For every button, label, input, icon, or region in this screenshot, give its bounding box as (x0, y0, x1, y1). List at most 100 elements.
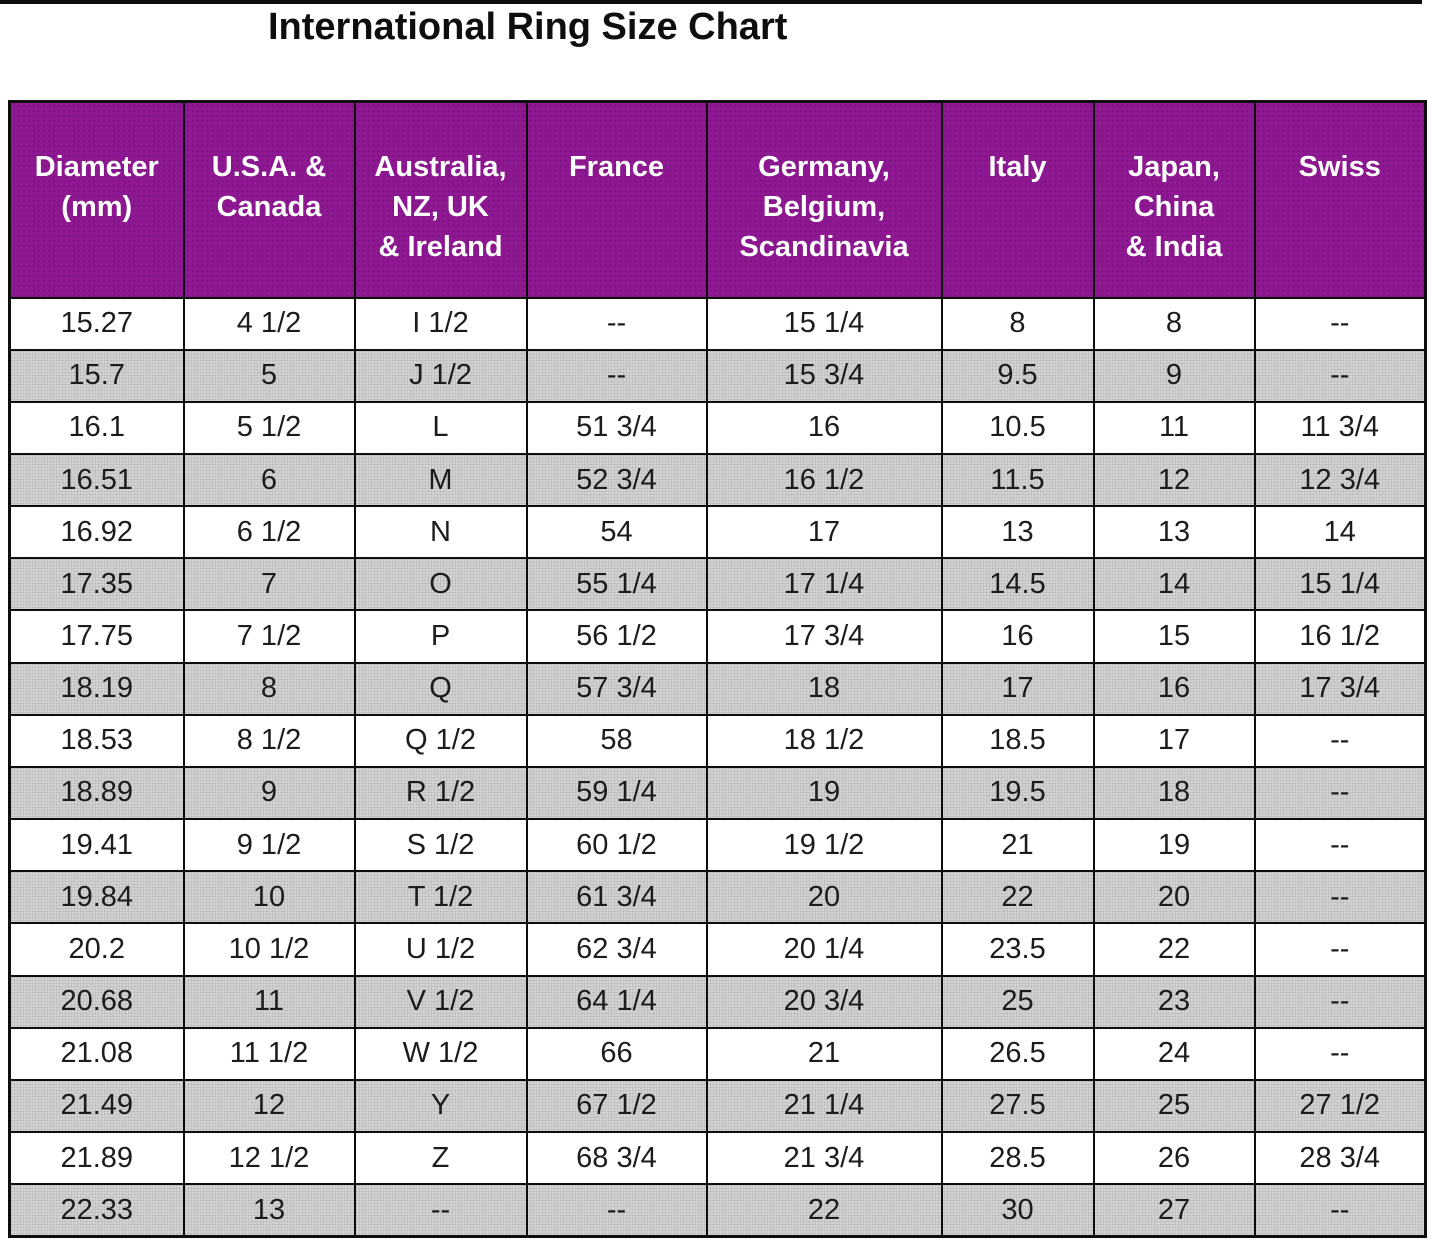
table-cell: 19 1/2 (705, 818, 943, 873)
table-cell: 18.53 (8, 713, 185, 768)
table-row: 16.1 5 1/2 L 51 3/4 16 10.5 11 11 3/4 (8, 400, 1427, 455)
table-row: 19.84 10 T 1/2 61 3/4 20 22 20 -- (8, 870, 1427, 925)
table-cell: 51 3/4 (525, 400, 708, 455)
table-cell: 15.7 (8, 348, 185, 403)
table-cell: 16 (705, 400, 943, 455)
header-cell-swiss: Swiss (1253, 100, 1427, 299)
table-row: 16.92 6 1/2 N 54 17 13 13 14 (8, 505, 1427, 560)
table-cell: 25 (940, 974, 1095, 1029)
table-cell: 9 (182, 765, 356, 821)
table-cell: Y (353, 1078, 528, 1134)
table-cell: 27 1/2 (1253, 1078, 1427, 1134)
table-cell: 11 (1092, 400, 1256, 455)
table-cell: 66 (525, 1026, 708, 1081)
table-cell: 24 (1092, 1026, 1256, 1081)
table-cell: -- (525, 1183, 708, 1238)
table-row: 17.35 7 O 55 1/4 17 1/4 14.5 14 15 1/4 (8, 557, 1427, 612)
table-cell: 16.51 (8, 452, 185, 508)
table-cell: 13 (1092, 505, 1256, 560)
table-cell: 26.5 (940, 1026, 1095, 1081)
table-cell: V 1/2 (353, 974, 528, 1029)
table-cell: 18 (1092, 765, 1256, 821)
table-cell: 14.5 (940, 557, 1095, 612)
table-cell: 21 (940, 818, 1095, 873)
table-cell: 28.5 (940, 1130, 1095, 1186)
table-cell: 10 1/2 (182, 922, 356, 977)
table-cell: 21.89 (8, 1130, 185, 1186)
table-cell: 19.41 (8, 818, 185, 873)
header-cell-italy: Italy (940, 100, 1095, 299)
table-cell: 8 (1092, 296, 1256, 351)
header-cell-australia-nz-uk-ireland: Australia, NZ, UK & Ireland (353, 100, 528, 299)
table-cell: W 1/2 (353, 1026, 528, 1081)
table-row: 20.2 10 1/2 U 1/2 62 3/4 20 1/4 23.5 22 -- (8, 922, 1427, 977)
table-cell: 18.89 (8, 765, 185, 821)
table-cell: 18 (705, 661, 943, 716)
table-cell: 20.68 (8, 974, 185, 1029)
table-cell: -- (1253, 348, 1427, 403)
table-cell: 21 (705, 1026, 943, 1081)
table-cell: M (353, 452, 528, 508)
table-row: 18.89 9 R 1/2 59 1/4 19 19.5 18 -- (8, 765, 1427, 821)
table-cell: N (353, 505, 528, 560)
table-cell: 17 1/4 (705, 557, 943, 612)
table-cell: 7 (182, 557, 356, 612)
table-cell: 16 1/2 (705, 452, 943, 508)
table-cell: 5 1/2 (182, 400, 356, 455)
table-cell: 15 3/4 (705, 348, 943, 403)
table-row: 16.51 6 M 52 3/4 16 1/2 11.5 12 12 3/4 (8, 452, 1427, 508)
table-cell: Q 1/2 (353, 713, 528, 768)
table-cell: 64 1/4 (525, 974, 708, 1029)
table-cell: 8 1/2 (182, 713, 356, 768)
table-cell: -- (1253, 1183, 1427, 1238)
table-cell: 17.75 (8, 609, 185, 664)
table-cell: 20 (705, 870, 943, 925)
table-cell: 13 (940, 505, 1095, 560)
table-cell: 11 (182, 974, 356, 1029)
table-cell: 12 1/2 (182, 1130, 356, 1186)
table-row: 15.7 5 J 1/2 -- 15 3/4 9.5 9 -- (8, 348, 1427, 403)
table-cell: 21.08 (8, 1026, 185, 1081)
table-cell: 9 1/2 (182, 818, 356, 873)
table-cell: T 1/2 (353, 870, 528, 925)
top-border-rule (0, 0, 1422, 4)
table-cell: 14 (1253, 505, 1427, 560)
table-cell: 11 1/2 (182, 1026, 356, 1081)
table-cell: 15 (1092, 609, 1256, 664)
table-cell: 57 3/4 (525, 661, 708, 716)
table-cell: 16.92 (8, 505, 185, 560)
table-cell: 13 (182, 1183, 356, 1238)
table-cell: 56 1/2 (525, 609, 708, 664)
table-row: 21.89 12 1/2 Z 68 3/4 21 3/4 28.5 26 28 3/4 (8, 1130, 1427, 1186)
table-cell: 12 (182, 1078, 356, 1134)
table-cell: 6 1/2 (182, 505, 356, 560)
table-cell: Q (353, 661, 528, 716)
table-cell: 20 1/4 (705, 922, 943, 977)
page-title: International Ring Size Chart (268, 6, 788, 48)
table-row: 19.41 9 1/2 S 1/2 60 1/2 19 1/2 21 19 -- (8, 818, 1427, 873)
table-cell: 61 3/4 (525, 870, 708, 925)
table-cell: 16 (940, 609, 1095, 664)
table-row: 18.19 8 Q 57 3/4 18 17 16 17 3/4 (8, 661, 1427, 716)
table-row: 18.53 8 1/2 Q 1/2 58 18 1/2 18.5 17 -- (8, 713, 1427, 768)
table-row: 17.75 7 1/2 P 56 1/2 17 3/4 16 15 16 1/2 (8, 609, 1427, 664)
ring-size-table: Diameter (mm) U.S.A. & Canada Australia, NZ, … (8, 100, 1427, 1238)
table-cell: 20 (1092, 870, 1256, 925)
table-cell: -- (353, 1183, 528, 1238)
table-row: 21.49 12 Y 67 1/2 21 1/4 27.5 25 27 1/2 (8, 1078, 1427, 1134)
table-cell: 68 3/4 (525, 1130, 708, 1186)
table-cell: 11 3/4 (1253, 400, 1427, 455)
table-cell: 17 (940, 661, 1095, 716)
table-cell: 6 (182, 452, 356, 508)
table-cell: 18.19 (8, 661, 185, 716)
table-cell: U 1/2 (353, 922, 528, 977)
table-cell: 21.49 (8, 1078, 185, 1134)
table-cell: 22.33 (8, 1183, 185, 1238)
table-cell: 27 (1092, 1183, 1256, 1238)
table-cell: 28 3/4 (1253, 1130, 1427, 1186)
table-cell: 15 1/4 (1253, 557, 1427, 612)
table-cell: 10.5 (940, 400, 1095, 455)
table-row: 20.68 11 V 1/2 64 1/4 20 3/4 25 23 -- (8, 974, 1427, 1029)
table-cell: 8 (182, 661, 356, 716)
